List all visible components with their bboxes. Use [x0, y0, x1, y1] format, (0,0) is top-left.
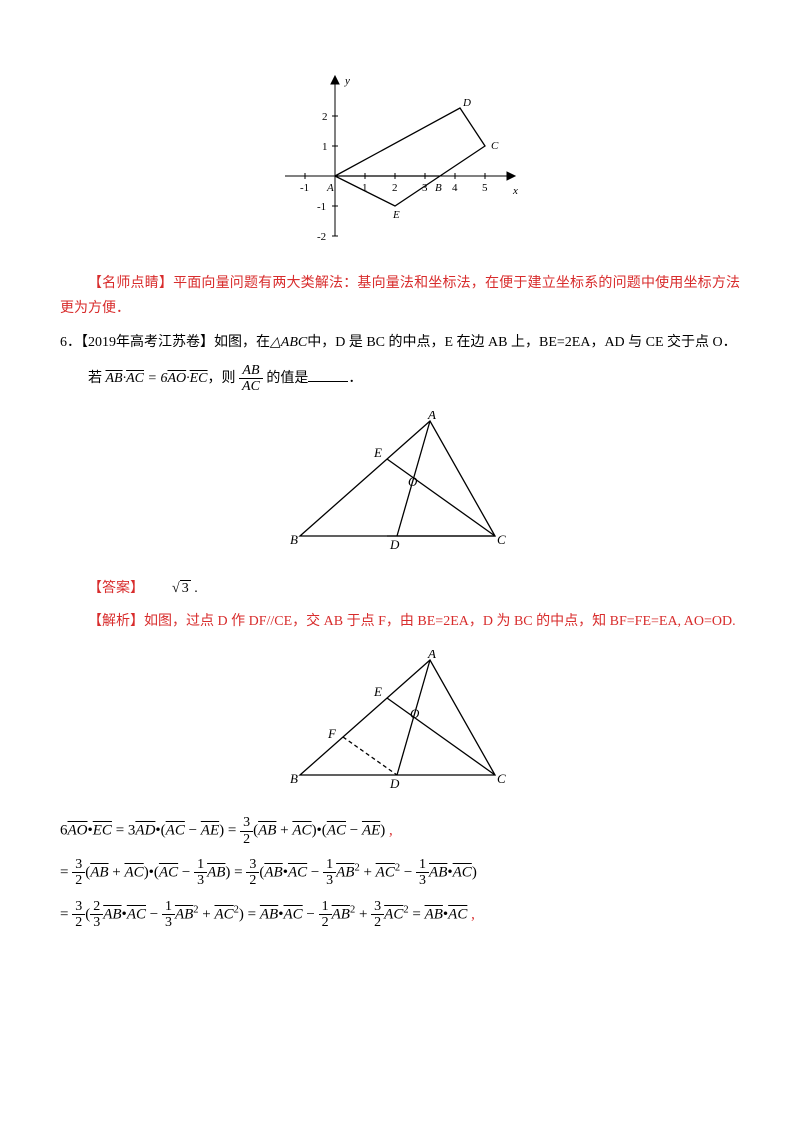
svg-text:B: B	[435, 182, 442, 194]
solution-text: 如图，过点 D 作 DF//CE，交 AB 于点 F，由 BE=2EA，D 为 …	[144, 614, 736, 629]
svg-text:-2: -2	[317, 231, 326, 243]
cond-math: AB·AC = 6AO·EC	[106, 371, 208, 386]
svg-text:E: E	[373, 684, 382, 699]
q-source: 【2019年高考江苏卷】	[81, 335, 214, 350]
ask-fraction: ABAC	[239, 363, 263, 395]
answer-para: 【答案】3 .	[60, 576, 740, 601]
ask-suffix: 的值是	[266, 371, 308, 386]
commentary-para: 【名师点睛】平面向量问题有两大类解法：基向量法和坐标法，在便于建立坐标系的问题中…	[60, 271, 740, 321]
svg-text:D: D	[462, 97, 471, 109]
q-before: 如图，在	[214, 335, 270, 350]
solution-heading: 【解析】	[88, 614, 144, 629]
svg-text:O: O	[408, 474, 418, 489]
commentary-heading: 【名师点睛】	[88, 276, 173, 291]
question-condition: 若 AB·AC = 6AO·EC，则 ABAC 的值是．	[60, 363, 740, 395]
eq-line-2: = 32(AB + AC)•(AC − 13AB) = 32(AB•AC − 1…	[60, 857, 740, 889]
answer-value: 3	[144, 576, 191, 601]
svg-text:E: E	[392, 209, 400, 221]
q-number: 6．	[60, 335, 81, 350]
triangle1-svg: A B C D E O	[290, 411, 510, 551]
svg-text:4: 4	[452, 182, 458, 194]
svg-text:C: C	[491, 140, 499, 152]
q-mid: 中，D 是 BC 的中点，E 在边 AB 上，BE=2EA，AD 与 CE 交于…	[307, 335, 736, 350]
triangle2-svg: A B C D E O F	[290, 650, 510, 790]
svg-text:y: y	[344, 75, 350, 87]
svg-text:2: 2	[322, 111, 328, 123]
svg-text:C: C	[497, 771, 506, 786]
figure-triangle-1: A B C D E O	[60, 411, 740, 560]
solution-para: 【解析】如图，过点 D 作 DF//CE，交 AB 于点 F，由 BE=2EA，…	[60, 609, 740, 634]
q-triangle: △ABC	[270, 335, 307, 350]
svg-text:O: O	[410, 706, 420, 721]
svg-text:A: A	[427, 411, 436, 422]
svg-text:B: B	[290, 771, 298, 786]
svg-text:x: x	[512, 185, 518, 197]
question-text: 6．【2019年高考江苏卷】如图，在△ABC中，D 是 BC 的中点，E 在边 …	[60, 330, 740, 355]
svg-text:A: A	[427, 650, 436, 661]
svg-text:E: E	[373, 445, 382, 460]
svg-text:C: C	[497, 532, 506, 547]
coord-svg: -1 1 2 3 4 5 1 2 -1 -2 x y A B C D E	[265, 66, 535, 246]
answer-blank	[308, 368, 348, 382]
svg-text:1: 1	[322, 141, 328, 153]
svg-text:F: F	[327, 726, 337, 741]
figure-coord-plane: -1 1 2 3 4 5 1 2 -1 -2 x y A B C D E	[60, 66, 740, 255]
eq-line-1: 6AO•EC = 3AD•(AC − AE) = 32(AB + AC)•(AC…	[60, 815, 740, 847]
svg-text:B: B	[290, 532, 298, 547]
figure-triangle-2: A B C D E O F	[60, 650, 740, 799]
svg-text:2: 2	[392, 182, 398, 194]
svg-text:A: A	[326, 182, 334, 194]
svg-text:D: D	[389, 537, 400, 551]
svg-text:-1: -1	[317, 201, 326, 213]
svg-text:5: 5	[482, 182, 488, 194]
svg-text:-1: -1	[300, 182, 309, 194]
answer-heading: 【答案】	[88, 581, 144, 596]
ask-prefix: ，则	[208, 371, 236, 386]
cond-prefix: 若	[88, 371, 102, 386]
eq-line-3: = 32(23AB•AC − 13AB2 + AC2) = AB•AC − 12…	[60, 899, 740, 931]
svg-text:D: D	[389, 776, 400, 790]
